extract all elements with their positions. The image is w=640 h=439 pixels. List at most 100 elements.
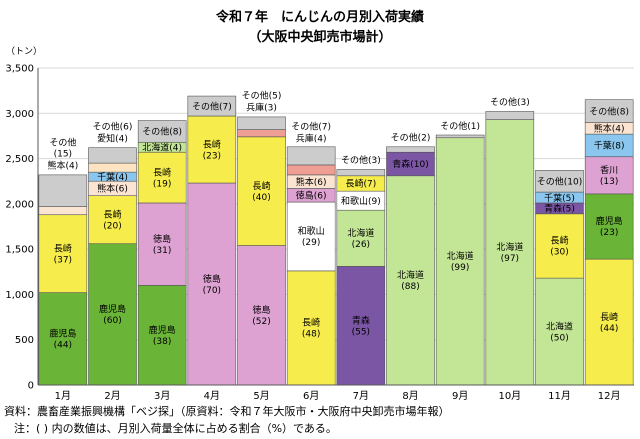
data-label: 長崎(30) — [550, 235, 568, 258]
data-label: 兵庫(4) — [296, 132, 327, 144]
y-tick-label: 1,500 — [5, 245, 34, 256]
data-label: 長崎(44) — [600, 311, 618, 334]
x-tick-label: 7月 — [353, 390, 369, 402]
bar-segment — [336, 169, 386, 177]
bar-segment — [584, 156, 634, 195]
data-label: 徳島(31) — [153, 233, 171, 256]
axes: 0 500 1,000 1,500 2,000 2,500 3,000 3,500 1月 2月 3月… — [5, 64, 634, 402]
bar-segment — [187, 115, 237, 184]
data-label: その他(3) — [490, 96, 530, 108]
bar-segment — [237, 116, 286, 130]
data-label: 長崎(37) — [54, 242, 72, 265]
x-tick-label: 9月 — [452, 390, 468, 402]
data-label: その他(15) — [49, 137, 76, 160]
data-label: その他(1) — [440, 120, 480, 132]
data-label: 北海道(50) — [546, 320, 573, 343]
data-label: 青森(10) — [392, 158, 428, 170]
y-tick-label: 3,000 — [5, 109, 34, 120]
data-label: 北海道(4) — [142, 141, 182, 153]
data-label: 北海道(88) — [397, 269, 424, 292]
footnote: 注：( ) 内の数値は、月別入荷量全体に占める割合（%）である。 — [14, 421, 337, 435]
data-label: 徳島(70) — [203, 273, 221, 296]
data-label: 青森(55) — [352, 314, 370, 337]
chart-subtitle: （大阪中央卸売市場計） — [248, 29, 391, 45]
x-tick-label: 3月 — [154, 390, 170, 402]
bar-segment — [336, 266, 386, 386]
bar-segment — [485, 111, 535, 120]
y-tick-label: 0 — [28, 381, 34, 392]
y-tick-label: 2,500 — [5, 154, 34, 165]
data-label: 和歌山(29) — [298, 225, 325, 248]
y-tick-label: 2,000 — [5, 199, 34, 210]
data-label: 長崎(40) — [252, 180, 270, 203]
data-label: その他(8) — [142, 126, 182, 138]
data-label: その他(3) — [341, 154, 381, 166]
bar-segment — [336, 209, 386, 267]
data-label: 熊本(4) — [47, 160, 78, 172]
data-label: 香川(13) — [600, 165, 618, 187]
data-label: 熊本(6) — [97, 183, 128, 195]
x-tick-label: 11月 — [548, 390, 571, 402]
x-tick-label: 2月 — [104, 390, 120, 402]
bar-segment — [137, 120, 187, 143]
chart-title: 令和７年 にんじんの月別入荷実績 — [216, 9, 424, 25]
bar-segment — [88, 162, 137, 173]
data-label: 青森(5) — [544, 203, 575, 215]
bar-segment — [286, 201, 336, 272]
data-label: その他(7) — [291, 120, 331, 132]
y-tick-label: 500 — [15, 335, 34, 346]
bar-segment — [137, 285, 187, 386]
data-label: 長崎(7) — [345, 178, 376, 190]
bar-segment — [286, 164, 336, 176]
data-label: 長崎(48) — [302, 317, 320, 340]
bar-segment — [584, 193, 634, 260]
bar-segment — [187, 95, 237, 117]
data-label: その他(6) — [93, 120, 133, 132]
data-label: その他(5) — [242, 90, 282, 102]
bar-segment — [38, 214, 88, 293]
data-label: 長崎(23) — [203, 138, 221, 161]
data-label: 千葉(4) — [97, 171, 128, 183]
bar-segment — [386, 175, 435, 386]
bar-segment — [137, 202, 187, 286]
data-label: 鹿児島(23) — [596, 215, 623, 238]
bar-segment — [435, 134, 485, 139]
bar-segment — [535, 170, 584, 193]
bar-segment — [88, 147, 137, 164]
bar-segment — [187, 182, 237, 386]
data-label: 鹿児島(38) — [149, 324, 176, 347]
data-label: 熊本(6) — [296, 176, 327, 188]
source-note: 資料：農畜産業振興機構「ベジ探」（原資料：令和７年大阪市・大阪府中央卸売市場年報… — [4, 404, 450, 418]
bar-segment — [386, 146, 435, 153]
data-label: 熊本(4) — [594, 122, 625, 134]
data-label: 兵庫(3) — [246, 102, 277, 114]
bar-segment — [584, 258, 634, 386]
bar-segment — [237, 136, 286, 246]
gridlines — [38, 67, 634, 341]
data-label: 鹿児島(60) — [99, 303, 126, 326]
bar-segment — [38, 174, 88, 207]
x-tick-label: 12月 — [598, 390, 621, 402]
x-tick-label: 1月 — [55, 390, 71, 402]
x-tick-label: 8月 — [402, 390, 418, 402]
data-label: 徳島(52) — [252, 304, 270, 327]
bar-segment — [38, 206, 88, 216]
bar-segment — [485, 119, 535, 386]
bar-segment — [88, 195, 137, 245]
data-label: 千葉(8) — [594, 140, 625, 152]
data-label: その他(10) — [537, 175, 582, 187]
data-label: 徳島(6) — [296, 189, 327, 201]
x-tick-label: 10月 — [498, 390, 521, 402]
data-label: 鹿児島(44) — [49, 328, 76, 351]
bar-segment — [237, 129, 286, 138]
data-label: その他(2) — [391, 132, 431, 144]
data-label: 愛知(4) — [97, 132, 128, 144]
x-tick-label: 5月 — [253, 390, 269, 402]
bar-segment — [286, 146, 336, 166]
bar-segment — [137, 151, 187, 204]
data-label: 北海道(99) — [447, 250, 474, 273]
y-axis-unit-label: （トン） — [6, 46, 42, 57]
data-label: 北海道(97) — [496, 241, 523, 264]
